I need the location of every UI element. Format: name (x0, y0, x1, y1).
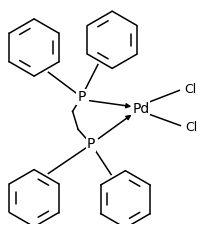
Text: P: P (77, 90, 86, 104)
Text: Cl: Cl (184, 83, 196, 96)
Text: Cl: Cl (185, 121, 198, 134)
Text: P: P (87, 137, 95, 151)
Text: Pd: Pd (132, 102, 149, 116)
